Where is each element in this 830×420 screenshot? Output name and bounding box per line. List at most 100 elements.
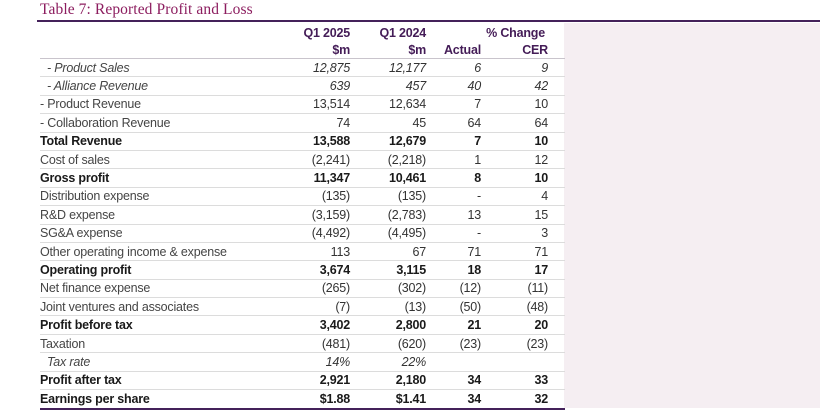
row-label: Gross profit [40, 171, 110, 186]
table-row: Tax rate 14% 22% [40, 353, 565, 372]
cell-q1-2025: 13,588 [312, 134, 350, 149]
cell-q1-2025: (7) [335, 299, 350, 314]
cell-actual: 34 [467, 373, 481, 388]
cell-actual: 7 [474, 97, 481, 112]
cell-q1-2024: 45 [412, 115, 426, 130]
header-unit-q1-2025: $m [332, 42, 350, 57]
cell-actual: 64 [467, 115, 481, 130]
cell-actual: - [477, 226, 481, 241]
cell-cer: 20 [534, 318, 548, 333]
cell-q1-2025: (4,492) [311, 226, 350, 241]
cell-q1-2025: 11,347 [313, 171, 351, 186]
cell-actual: 21 [467, 318, 481, 333]
row-label: Profit after tax [40, 373, 122, 388]
cell-cer: 12 [534, 152, 548, 167]
row-label: R&D expense [40, 207, 115, 222]
table-row: Earnings per share $1.88 $1.41 34 32 [40, 390, 565, 408]
table-row: Operating profit 3,674 3,115 18 17 [40, 261, 565, 280]
row-label: - Product Sales [47, 60, 130, 75]
cell-q1-2024: (302) [397, 281, 426, 296]
cell-q1-2024: (2,218) [387, 152, 426, 167]
cell-actual: (50) [459, 299, 482, 314]
cell-q1-2025: $1.88 [319, 392, 350, 407]
cell-cer: 42 [534, 79, 548, 94]
table-header-row-periods: Q1 2025 Q1 2024 % Change [40, 24, 565, 41]
table-header-row-units: $m $m Actual CER [40, 41, 565, 59]
cell-q1-2024: $1.41 [395, 392, 426, 407]
cell-q1-2024: 12,177 [388, 60, 426, 75]
cell-cer: 64 [534, 115, 548, 130]
cell-q1-2024: 12,679 [388, 134, 426, 149]
cell-q1-2024: 457 [405, 79, 426, 94]
cell-q1-2024: (620) [397, 336, 426, 351]
row-label: Taxation [40, 336, 85, 351]
table-row: Profit before tax 3,402 2,800 21 20 [40, 316, 565, 335]
row-label: Net finance expense [40, 281, 151, 296]
cell-cer: (11) [527, 281, 548, 296]
row-label: Other operating income & expense [40, 244, 227, 259]
header-pct-change: % Change [486, 25, 545, 40]
cell-q1-2024: (4,495) [387, 226, 426, 241]
cell-actual: - [477, 189, 481, 204]
cell-q1-2024: 12,634 [388, 97, 426, 112]
cell-q1-2025: 3,674 [319, 262, 350, 277]
table-row: - Collaboration Revenue 74 45 64 64 [40, 114, 565, 133]
table-row: Other operating income & expense 113 67 … [40, 243, 565, 262]
cell-actual: 34 [467, 392, 481, 407]
table-row: Total Revenue 13,588 12,679 7 10 [40, 133, 565, 151]
table-row: SG&A expense (4,492) (4,495) - 3 [40, 225, 565, 243]
cell-q1-2024: 10,461 [388, 171, 426, 186]
cell-cer: 71 [534, 244, 548, 259]
cell-actual: 8 [474, 171, 481, 186]
table-row: - Product Sales 12,875 12,177 6 9 [40, 59, 565, 78]
cell-q1-2025: 14% [325, 354, 351, 369]
row-label: - Alliance Revenue [47, 79, 148, 94]
cell-q1-2025: 74 [336, 115, 350, 130]
cell-actual: (23) [459, 336, 482, 351]
row-label: - Collaboration Revenue [40, 115, 171, 130]
header-actual: Actual [443, 42, 481, 57]
cell-cer: 33 [534, 373, 548, 388]
cell-q1-2025: (265) [321, 281, 350, 296]
row-label: Joint ventures and associates [40, 299, 199, 314]
cell-cer: 9 [541, 60, 548, 75]
cell-q1-2024: (2,783) [387, 207, 426, 222]
row-label: Cost of sales [40, 152, 110, 167]
header-q1-2025: Q1 2025 [303, 25, 350, 40]
table-row: Joint ventures and associates (7) (13) (… [40, 298, 565, 317]
cell-q1-2025: (3,159) [311, 207, 350, 222]
table-body: - Product Sales 12,875 12,177 6 9 - Alli… [40, 59, 565, 408]
title-rule [37, 20, 820, 22]
cell-q1-2024: 22% [401, 354, 427, 369]
table-row: Net finance expense (265) (302) (12) (11… [40, 280, 565, 299]
cell-cer: 10 [534, 134, 548, 149]
cell-actual: 71 [467, 244, 481, 259]
row-label: - Product Revenue [40, 97, 141, 112]
table-row: - Alliance Revenue 639 457 40 42 [40, 77, 565, 96]
row-label: Earnings per share [40, 392, 150, 407]
cell-actual: 1 [474, 152, 481, 167]
cell-actual: 7 [474, 134, 481, 149]
row-label: Profit before tax [40, 318, 133, 333]
cell-q1-2025: (135) [321, 189, 350, 204]
row-label: Total Revenue [40, 134, 122, 149]
cell-cer: (48) [526, 299, 549, 314]
side-background-panel [564, 23, 820, 408]
cell-actual: (12) [459, 281, 482, 296]
table-row: R&D expense (3,159) (2,783) 13 15 [40, 206, 565, 225]
cell-actual: 40 [467, 79, 481, 94]
table-title: Table 7: Reported Profit and Loss [40, 1, 253, 18]
table-row: Profit after tax 2,921 2,180 34 33 [40, 372, 565, 391]
cell-cer: 32 [534, 392, 548, 407]
cell-actual: 18 [467, 262, 481, 277]
table-row: Distribution expense (135) (135) - 4 [40, 188, 565, 207]
table-row: Gross profit 11,347 10,461 8 10 [40, 169, 565, 188]
cell-q1-2025: (2,241) [311, 152, 350, 167]
profit-and-loss-table: Q1 2025 Q1 2024 % Change $m $m Actual CE… [40, 24, 565, 411]
row-label: Tax rate [47, 354, 91, 369]
cell-q1-2025: 2,921 [319, 373, 350, 388]
header-unit-q1-2024: $m [408, 42, 426, 57]
cell-cer: 3 [541, 226, 548, 241]
header-q1-2024: Q1 2024 [379, 25, 426, 40]
